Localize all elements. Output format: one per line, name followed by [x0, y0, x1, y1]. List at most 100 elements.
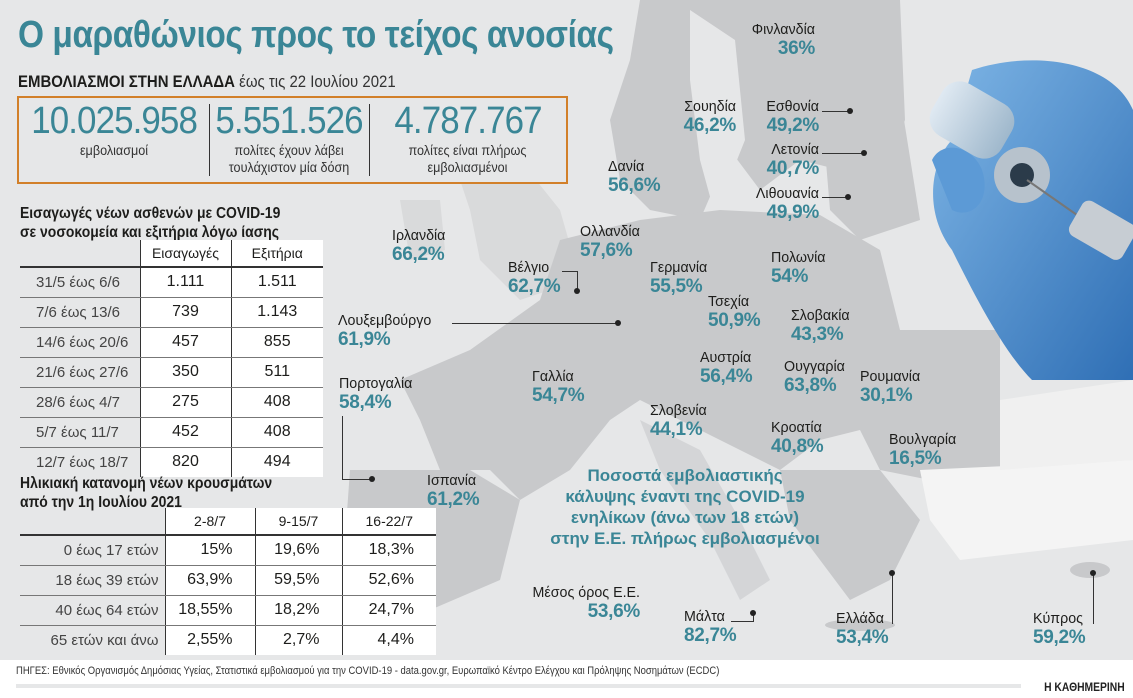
country-name: Σλοβενία	[650, 402, 707, 419]
table-row: 5/7 έως 11/7 452 408	[20, 417, 323, 448]
country-name: Βουλγαρία	[889, 431, 957, 448]
country-label-finland: Φινλανδία 36%	[745, 20, 816, 58]
value-cell: 24,7%	[341, 595, 436, 626]
country-name: Ρουμανία	[860, 368, 921, 385]
country-name: Μάλτα	[684, 608, 725, 625]
age-group-cell: 65 ετών και άνω	[50, 631, 159, 649]
stat-label: πολίτες έχουν λάβει	[234, 142, 344, 158]
country-name: Πολωνία	[771, 249, 826, 266]
stat-label: πολίτες είναι πλήρως	[408, 142, 527, 158]
admissions-cell: 1.111	[139, 267, 231, 298]
period-cell: 7/6 έως 13/6	[20, 297, 140, 328]
value-cell: 18,3%	[341, 535, 436, 566]
country-percentage: 49,9%	[766, 202, 820, 223]
caption-line: ενηλίκων (άνω των 18 ετών)	[570, 508, 800, 527]
header-empty	[20, 508, 165, 536]
stat-value: 5.551.526	[215, 100, 363, 142]
discharges-cell: 1.143	[230, 297, 323, 328]
leader-line	[452, 323, 618, 324]
location-dot	[750, 610, 756, 616]
column-header: Εξιτήρια	[230, 240, 323, 268]
country-name: Λουξεμβούργο	[338, 312, 432, 329]
country-percentage: 58,4%	[339, 392, 392, 413]
country-percentage: 66,2%	[392, 244, 445, 265]
table-row: 40 έως 64 ετών 18,55% 18,2% 24,7%	[20, 595, 436, 626]
country-label-lithuania: Λιθουανία 49,9%	[745, 184, 819, 222]
country-name: Κροατία	[771, 419, 822, 436]
admissions-cell: 275	[139, 387, 231, 418]
country-label-denmark: Δανία 56,6%	[608, 157, 661, 196]
country-label-poland: Πολωνία 54%	[771, 248, 828, 286]
hospital-table-title: Εισαγωγές νέων ασθενών με COVID-19 σε νο…	[20, 204, 280, 242]
country-percentage: 30,1%	[860, 385, 913, 406]
age-group-cell: 40 έως 64 ετών	[20, 595, 165, 626]
country-percentage: 63,8%	[784, 375, 837, 396]
country-label-czechia: Τσεχία 50,9%	[708, 292, 761, 330]
table-row: 21/6 έως 27/6 350 511	[20, 357, 323, 388]
value-cell: 59,5%	[254, 565, 342, 596]
column-header: 2-8/7	[164, 508, 255, 536]
period-cell: 28/6 έως 4/7	[20, 387, 140, 418]
leader-line	[342, 479, 372, 480]
table-row: 12/7 έως 18/7 820 494	[20, 447, 323, 477]
admissions-cell: 452	[139, 417, 231, 448]
country-percentage: 40,8%	[771, 436, 824, 457]
age-group-cell: 18 έως 39 ετών	[20, 565, 165, 596]
infographic-canvas: Ο μαραθώνιος προς το τείχος ανοσίας ΕΜΒΟ…	[0, 0, 1133, 660]
country-percentage: 56,6%	[608, 175, 661, 196]
column-header: 16-22/7	[341, 508, 436, 536]
subtitle-date: έως τις 22 Ιουλίου 2021	[239, 72, 396, 91]
country-percentage: 57,6%	[580, 240, 633, 261]
discharges-cell: 1.511	[230, 267, 323, 298]
country-label-estonia: Εσθονία 49,2%	[755, 97, 819, 135]
stat-label: τουλάχιστον μία δόση	[228, 159, 350, 175]
country-name: Πορτογαλία	[339, 375, 413, 392]
value-cell: 18,55%	[164, 595, 255, 626]
country-name: Αυστρία	[700, 349, 752, 366]
discharges-cell: 408	[230, 387, 323, 418]
country-name: Γαλλία	[532, 368, 574, 385]
country-label-bulgaria: Βουλγαρία 16,5%	[889, 430, 960, 468]
value-cell: 18,2%	[254, 595, 342, 626]
country-name: Λιθουανία	[755, 185, 819, 202]
leader-line	[577, 271, 578, 291]
title-line: Ηλικιακή κατανομή νέων κρουσμάτων	[20, 475, 273, 492]
table-header-row: 2-8/7 9-15/7 16-22/7	[20, 508, 436, 536]
country-label-hungary: Ουγγαρία 63,8%	[784, 357, 848, 395]
country-percentage: 53,6%	[587, 601, 641, 622]
caption-line: κάλυψης έναντι της COVID-19	[565, 487, 805, 506]
country-name: Εσθονία	[766, 98, 819, 115]
location-dot	[574, 288, 580, 294]
location-dot	[847, 108, 853, 114]
country-label-croatia: Κροατία 40,8%	[771, 418, 824, 456]
value-cell: 2,55%	[164, 625, 255, 655]
period-cell: 21/6 έως 27/6	[20, 357, 140, 388]
stat-at-least-one-dose: 5.551.526 πολίτες έχουν λάβει τουλάχιστο…	[209, 98, 369, 182]
discharges-cell: 855	[230, 327, 323, 358]
country-percentage: 44,1%	[650, 419, 703, 440]
column-header: 9-15/7	[254, 508, 342, 536]
age-group-cell: 0 έως 17 ετών	[20, 535, 165, 566]
country-name: Τσεχία	[708, 293, 750, 310]
country-percentage: 61,2%	[427, 489, 480, 510]
country-percentage: 40,7%	[766, 158, 820, 179]
age-table-title: Ηλικιακή κατανομή νέων κρουσμάτων από τη…	[20, 474, 272, 512]
country-label-austria: Αυστρία 56,4%	[700, 348, 754, 386]
location-dot	[845, 194, 851, 200]
country-name: Ουγγαρία	[784, 358, 845, 375]
country-label-romania: Ρουμανία 30,1%	[860, 367, 923, 405]
country-name: Λετονία	[771, 141, 819, 158]
leader-line	[562, 271, 577, 272]
period-cell: 12/7 έως 18/7	[36, 453, 129, 471]
europe-map	[345, 0, 1133, 631]
country-percentage: 55,5%	[650, 276, 703, 297]
leader-line	[822, 111, 850, 112]
country-percentage: 61,9%	[338, 329, 391, 350]
age-distribution-table: 2-8/7 9-15/7 16-22/7 0 έως 17 ετών 15% 1…	[20, 508, 436, 655]
value-cell: 52,6%	[341, 565, 436, 596]
caption-line: στην Ε.Ε. πλήρως εμβολιασμένοι	[550, 529, 820, 548]
country-percentage: 53,4%	[836, 627, 889, 648]
table-row: 31/5 έως 6/6 1.111 1.511	[20, 267, 323, 298]
map-caption: Ποσοστά εμβολιαστικής κάλυψης έναντι της…	[525, 465, 845, 549]
footer-rule	[16, 684, 1021, 688]
